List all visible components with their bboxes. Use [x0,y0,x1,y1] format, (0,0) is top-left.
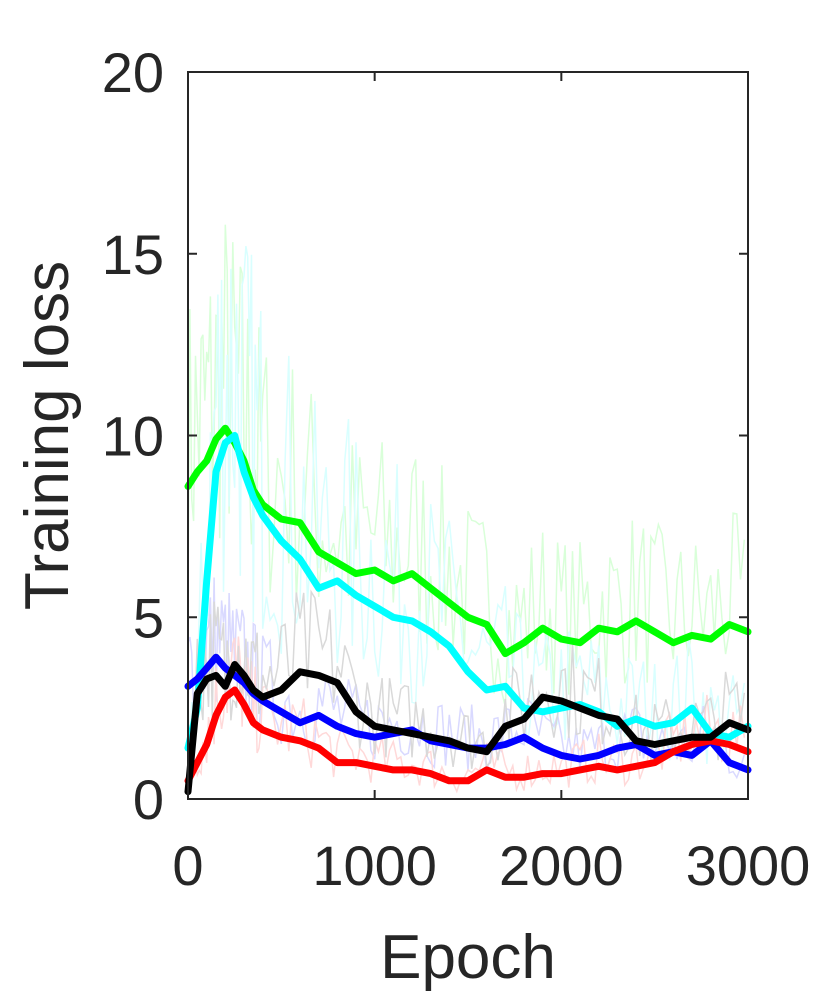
y-tick-label: 0 [133,768,164,831]
series-4-line [184,686,752,785]
y-tick-label: 20 [102,41,164,104]
axis-ticks [187,71,749,800]
y-axis-tick-labels: 0 5 10 15 20 [102,41,164,831]
series-3-raw-trace [187,577,746,780]
series-layer [184,424,752,796]
x-axis-title: Epoch [380,923,556,992]
series-5-line [184,661,752,796]
x-tick-label: 1000 [312,834,437,897]
y-axis-title: Training loss [13,261,82,610]
y-tick-label: 5 [133,586,164,649]
series-2-line [184,432,752,752]
x-tick-label: 0 [172,834,203,897]
y-tick-label: 10 [102,405,164,468]
x-tick-label: 3000 [686,834,811,897]
series-1-raw-trace [187,224,746,707]
y-tick-label: 15 [102,223,164,286]
series-2-raw-trace [187,245,746,765]
series-3-line [184,653,752,774]
x-tick-label: 2000 [499,834,624,897]
series-1-line [184,424,752,658]
x-axis-tick-labels: 0 1000 2000 3000 [172,834,810,897]
